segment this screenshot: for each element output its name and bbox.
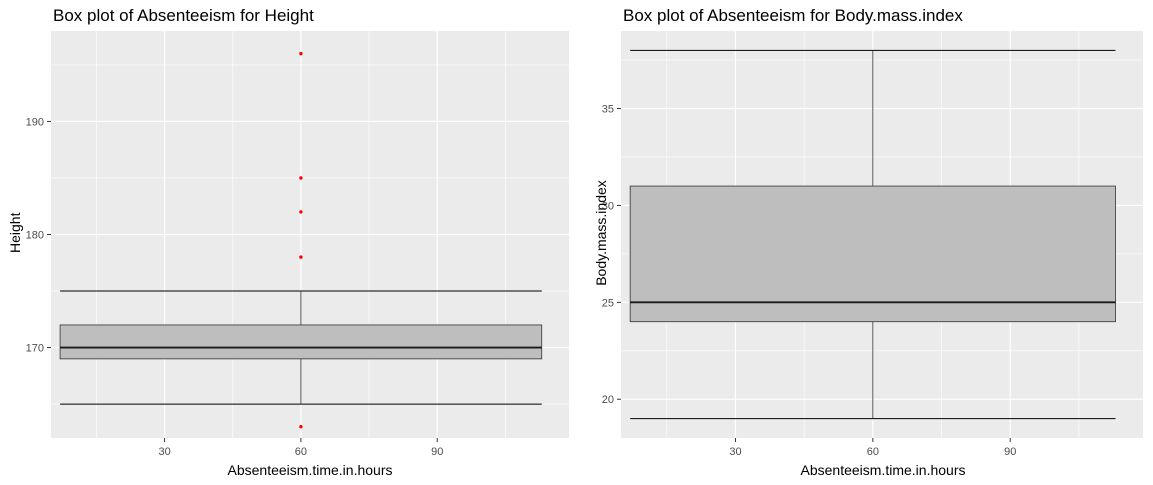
- x-axis-label: Absenteeism.time.in.hours: [227, 462, 393, 478]
- chart-title: Box plot of Absenteeism for Body.mass.in…: [623, 6, 963, 25]
- height-boxplot-chart: 30 60 90 170 180 190: [26, 31, 569, 458]
- x-axis-label: Absenteeism.time.in.hours: [800, 462, 966, 478]
- y-tick-label: 170: [26, 343, 44, 355]
- bmi-boxplot-panel: Box plot of Absenteeism for Body.mass.in…: [576, 0, 1153, 485]
- y-tick-label: 20: [602, 394, 614, 406]
- outlier-point: [299, 176, 303, 180]
- outlier-point: [299, 424, 303, 429]
- x-tick-label: 90: [1004, 446, 1016, 458]
- x-tick-label: 30: [158, 446, 170, 458]
- y-axis-label: Height: [7, 212, 23, 253]
- x-tick-label: 60: [295, 446, 307, 458]
- chart-title: Box plot of Absenteeism for Height: [53, 6, 314, 25]
- y-tick-label: 190: [26, 116, 44, 128]
- y-axis-label: Body.mass.index: [593, 180, 609, 286]
- bmi-boxplot-chart: 30 60 90 20 25 30 35: [602, 31, 1143, 458]
- y-tick-label: 30: [602, 200, 614, 212]
- height-boxplot-panel: Box plot of Absenteeism for Height 30 60 9…: [0, 0, 576, 485]
- box-iqr: [59, 324, 543, 360]
- y-tick-label: 180: [26, 230, 44, 242]
- x-tick-label: 30: [729, 446, 741, 458]
- x-tick-label: 60: [867, 446, 879, 458]
- y-tick-label: 25: [602, 297, 614, 309]
- outlier-point: [299, 255, 303, 259]
- outlier-point: [299, 51, 303, 56]
- x-tick-label: 90: [431, 446, 443, 458]
- box-iqr: [629, 185, 1116, 323]
- outlier-point: [299, 210, 303, 214]
- y-tick-label: 35: [602, 104, 614, 116]
